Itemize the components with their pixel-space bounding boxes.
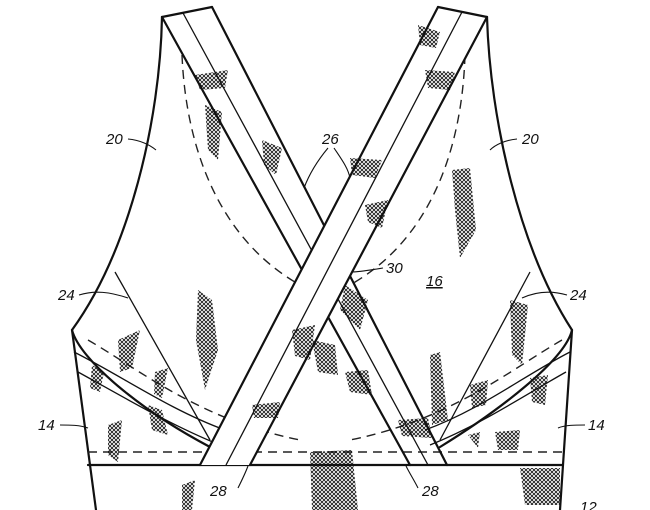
ref-14-left: 14 bbox=[38, 417, 55, 434]
left-side-seam-24 bbox=[114, 271, 211, 441]
right-strap-center-line bbox=[225, 11, 463, 466]
left-strap-center-line bbox=[182, 12, 429, 466]
ref-26: 26 bbox=[321, 131, 339, 148]
ref-20-left: 20 bbox=[105, 131, 123, 148]
ref-14-right: 14 bbox=[588, 417, 605, 434]
ref-28-left: 28 bbox=[209, 483, 227, 500]
ref-30: 30 bbox=[386, 260, 403, 277]
right-underbust-upper bbox=[424, 351, 571, 431]
ref-12: 12 bbox=[580, 499, 597, 510]
underbust-bands bbox=[73, 271, 571, 446]
reference-numerals: 20 20 26 30 16 24 24 14 14 28 28 12 bbox=[38, 131, 605, 510]
right-cup-outline bbox=[438, 15, 574, 449]
leader-lines bbox=[59, 138, 586, 489]
right-strap-outer-edge bbox=[248, 15, 489, 467]
ref-20-right: 20 bbox=[521, 131, 539, 148]
ref-24-right: 24 bbox=[569, 287, 587, 304]
right-underbust-stitch bbox=[349, 339, 563, 441]
right-strap-top bbox=[436, 5, 489, 19]
cross-straps bbox=[160, 5, 489, 467]
left-underbust-upper bbox=[73, 351, 226, 431]
ref-28-right: 28 bbox=[421, 483, 439, 500]
right-cup-stitch bbox=[349, 54, 466, 286]
ref-16: 16 bbox=[426, 273, 443, 290]
left-cup-stitch bbox=[181, 54, 301, 286]
right-side-seam-24 bbox=[439, 271, 531, 441]
left-strap-top bbox=[160, 5, 214, 19]
right-underbust-lower bbox=[429, 371, 567, 446]
camouflage-pattern bbox=[90, 25, 560, 510]
right-strap-inner-edge bbox=[198, 5, 440, 467]
ref-24-left: 24 bbox=[57, 287, 75, 304]
right-side-edge bbox=[558, 328, 574, 510]
left-cup-outline bbox=[70, 15, 212, 449]
left-side-edge bbox=[70, 328, 98, 510]
